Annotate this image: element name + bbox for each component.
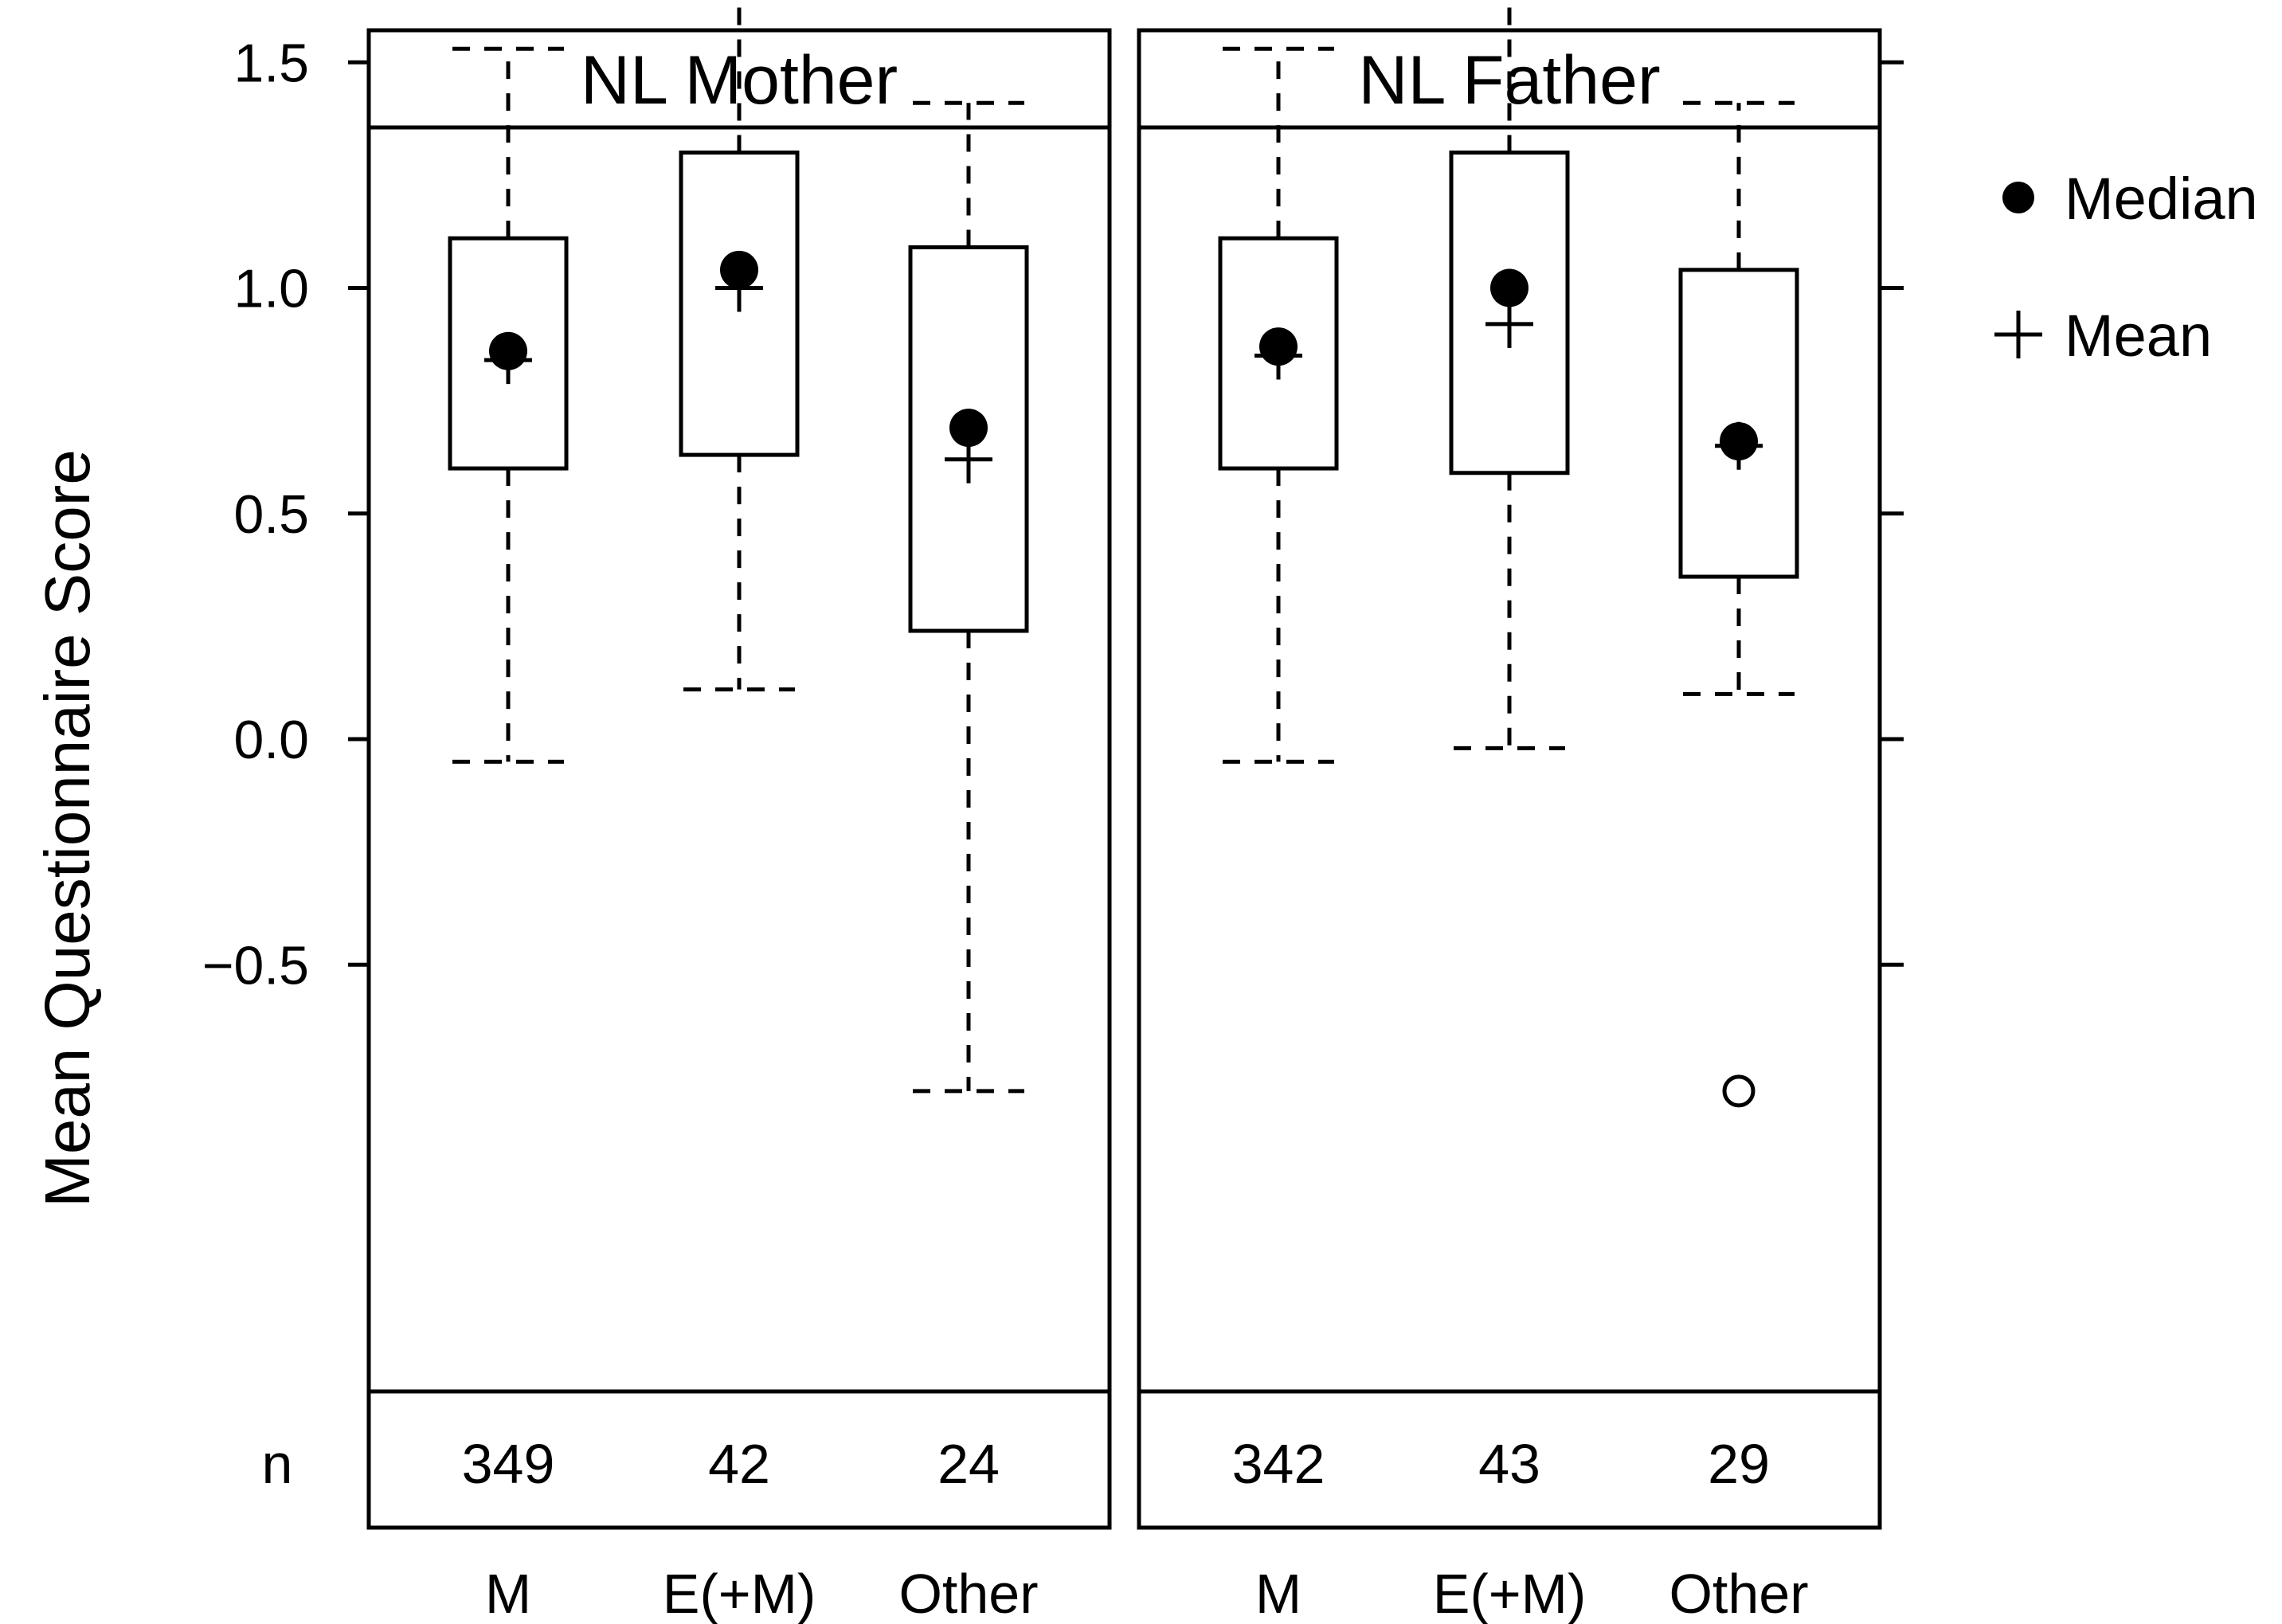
median-marker [949, 409, 988, 448]
n-count-label: 43 [1478, 1433, 1540, 1495]
median-marker [720, 250, 758, 289]
x-tick-labels: M E(+M) Other [1255, 1563, 1809, 1624]
box-group [1218, 0, 1799, 1108]
x-tick-label: M [1255, 1563, 1301, 1624]
y-tick-label: 0.5 [233, 484, 309, 545]
panel-nl-father: NL Father 342 43 29 M E(+M) Other [1137, 0, 1882, 1624]
x-tick-label: E(+M) [663, 1563, 816, 1624]
x-tick-label: M [485, 1563, 531, 1624]
y-tick-label: 1.5 [233, 33, 309, 93]
n-count-label: 342 [1232, 1433, 1325, 1495]
legend: Median Mean [1994, 166, 2258, 369]
y-tick-label: 0.0 [233, 710, 309, 770]
n-count-label: 349 [462, 1433, 555, 1495]
panel-frame [366, 28, 1112, 1530]
x-tick-label: E(+M) [1433, 1563, 1587, 1624]
legend-median-marker [2002, 182, 2034, 213]
y-axis-right [1880, 60, 1904, 967]
box-group [448, 0, 1029, 1094]
median-marker [1259, 327, 1298, 366]
x-tick-labels: M E(+M) Other [485, 1563, 1039, 1624]
panel-frame [1137, 28, 1882, 1530]
y-axis-label: Mean Questionnaire Score [32, 449, 103, 1207]
x-tick-label: Other [898, 1563, 1038, 1624]
n-count-label: 42 [708, 1433, 770, 1495]
outlier-point [1722, 1074, 1756, 1108]
n-row-label: n [262, 1433, 293, 1495]
count-group: 342 43 29 [1232, 1433, 1770, 1495]
legend-median-label: Median [2065, 166, 2258, 232]
legend-mean-marker [1994, 311, 2042, 358]
n-count-label: 24 [937, 1433, 1000, 1495]
y-tick-label: 1.0 [233, 259, 309, 319]
x-tick-label: Other [1669, 1563, 1808, 1624]
y-axis: −0.5 0.0 0.5 1.0 1.5 [202, 33, 369, 996]
median-marker [489, 331, 527, 370]
panel-nl-mother: NL Mother 349 42 24 M E(+M) Other [366, 0, 1112, 1624]
count-group: 349 42 24 [462, 1433, 1000, 1495]
n-count-label: 29 [1708, 1433, 1770, 1495]
median-marker [1720, 422, 1758, 461]
legend-mean-label: Mean [2065, 303, 2212, 369]
median-marker [1490, 268, 1529, 307]
y-tick-label: −0.5 [202, 935, 309, 996]
